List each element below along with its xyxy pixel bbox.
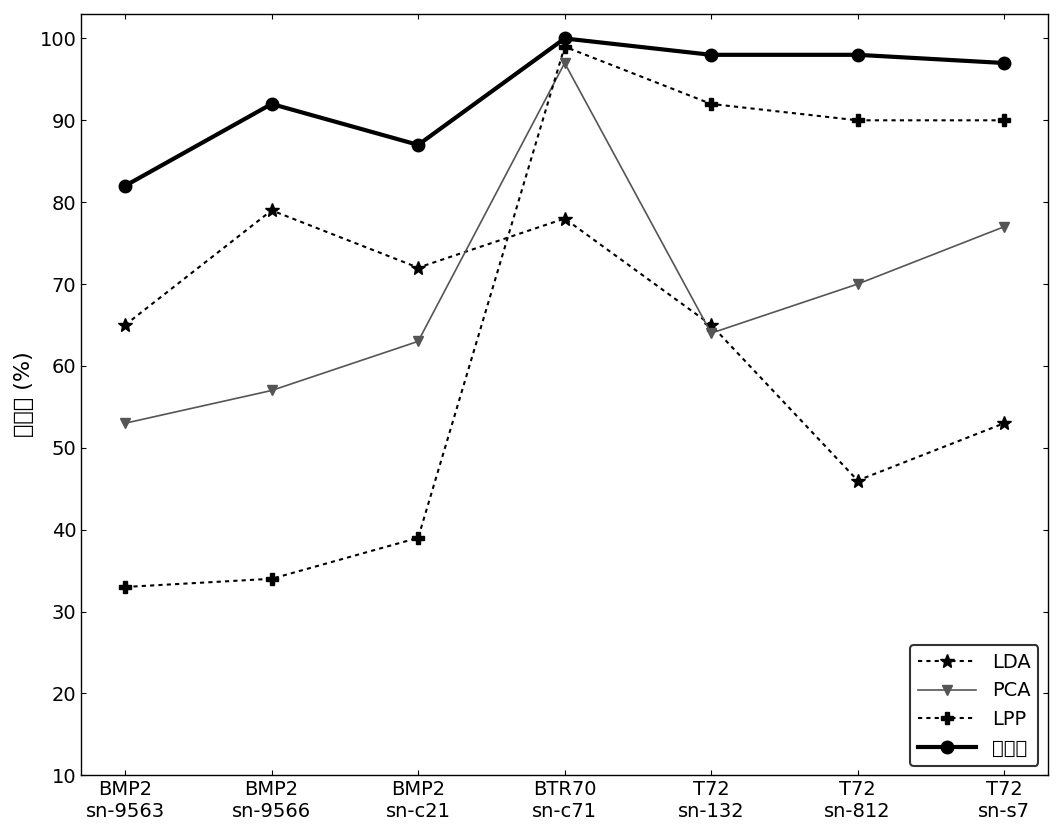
LDA xyxy=(119,320,132,330)
LDA xyxy=(998,418,1011,428)
Line: LPP: LPP xyxy=(119,40,1010,593)
本发明 xyxy=(119,181,132,191)
本发明 xyxy=(412,140,425,150)
Legend: LDA, PCA, LPP, 本发明: LDA, PCA, LPP, 本发明 xyxy=(910,645,1039,766)
LPP xyxy=(119,582,132,592)
LPP xyxy=(559,42,571,52)
LPP xyxy=(705,99,718,109)
Y-axis label: 识别率 (%): 识别率 (%) xyxy=(14,352,34,438)
本发明 xyxy=(852,50,864,60)
LDA xyxy=(705,320,718,330)
LDA xyxy=(559,214,571,224)
本发明 xyxy=(266,99,278,109)
LPP xyxy=(266,574,278,584)
PCA xyxy=(412,337,425,347)
Line: PCA: PCA xyxy=(120,58,1009,428)
PCA xyxy=(266,386,278,396)
PCA xyxy=(998,222,1011,232)
LPP xyxy=(998,115,1011,125)
本发明 xyxy=(998,58,1011,68)
LPP xyxy=(412,533,425,543)
LPP xyxy=(852,115,864,125)
PCA xyxy=(852,279,864,289)
PCA xyxy=(559,58,571,68)
本发明 xyxy=(559,33,571,43)
本发明 xyxy=(705,50,718,60)
LDA xyxy=(412,263,425,273)
LDA xyxy=(852,475,864,485)
LDA xyxy=(266,205,278,215)
PCA xyxy=(705,328,718,338)
Line: 本发明: 本发明 xyxy=(119,33,1010,192)
PCA xyxy=(119,418,132,428)
Line: LDA: LDA xyxy=(118,204,1011,488)
